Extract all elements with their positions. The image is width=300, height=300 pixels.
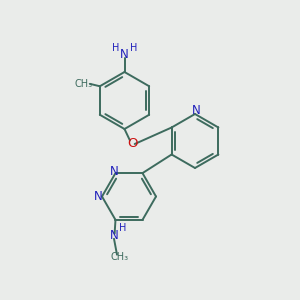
Text: H: H xyxy=(119,223,126,233)
Text: H: H xyxy=(130,43,137,53)
Text: CH₃: CH₃ xyxy=(74,79,92,89)
Text: O: O xyxy=(128,137,138,150)
Text: CH₃: CH₃ xyxy=(111,252,129,262)
Text: H: H xyxy=(112,43,120,53)
Text: N: N xyxy=(120,48,129,62)
Text: N: N xyxy=(110,165,118,178)
Text: N: N xyxy=(94,190,103,203)
Text: N: N xyxy=(192,104,201,117)
Text: N: N xyxy=(110,229,118,242)
